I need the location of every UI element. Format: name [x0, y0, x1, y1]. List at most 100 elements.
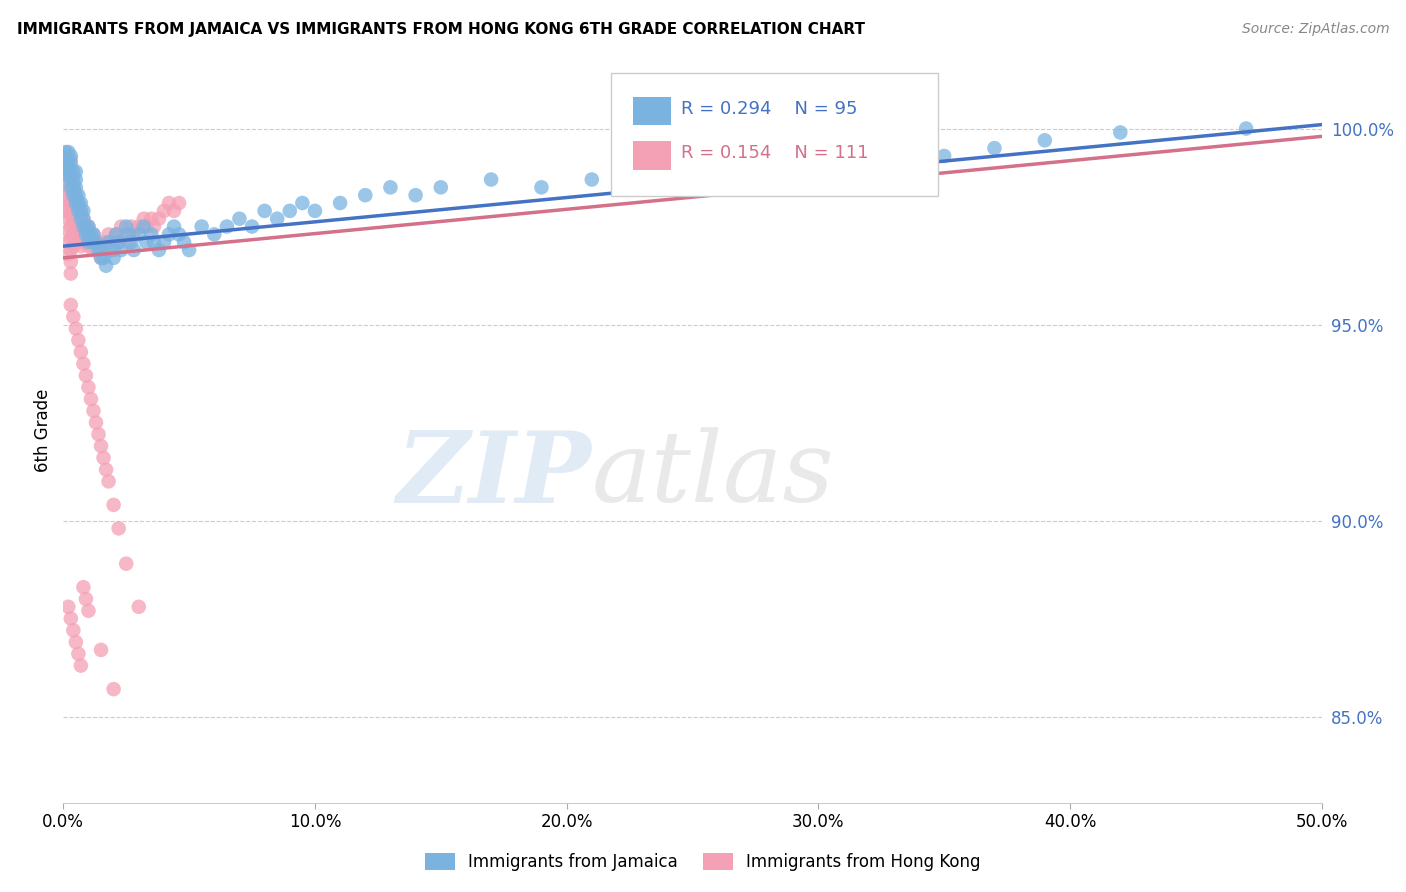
Point	[70, 196, 93, 211]
Point	[94, 243, 117, 257]
Point	[67, 647, 90, 661]
Point	[93, 450, 115, 465]
Point	[67, 196, 90, 211]
Point	[55, 149, 77, 163]
Point	[329, 196, 352, 211]
Point	[75, 368, 97, 383]
Point	[80, 227, 103, 242]
Point	[167, 227, 190, 242]
Point	[59, 298, 82, 312]
Point	[58, 211, 80, 226]
Point	[58, 164, 80, 178]
Point	[65, 172, 87, 186]
Point	[62, 216, 84, 230]
Point	[62, 227, 84, 242]
Point	[55, 153, 77, 167]
Point	[94, 259, 117, 273]
Point	[1109, 126, 1132, 140]
Point	[107, 235, 129, 250]
Point	[72, 203, 94, 218]
Point	[72, 235, 94, 250]
Point	[72, 357, 94, 371]
Point	[90, 439, 112, 453]
Point	[97, 475, 120, 489]
Point	[682, 157, 704, 171]
Point	[82, 243, 104, 257]
Point	[70, 345, 93, 359]
Legend: Immigrants from Jamaica, Immigrants from Hong Kong: Immigrants from Jamaica, Immigrants from…	[416, 845, 990, 880]
Point	[82, 227, 104, 242]
Point	[87, 427, 110, 442]
Point	[59, 164, 82, 178]
Point	[62, 192, 84, 206]
FancyBboxPatch shape	[633, 142, 671, 169]
Point	[70, 203, 93, 218]
Point	[58, 599, 80, 614]
Point	[153, 235, 176, 250]
Point	[100, 243, 122, 257]
Point	[58, 161, 80, 175]
Point	[67, 203, 90, 218]
Text: Source: ZipAtlas.com: Source: ZipAtlas.com	[1241, 22, 1389, 37]
Point	[631, 164, 654, 178]
Point	[77, 227, 100, 242]
Point	[934, 149, 956, 163]
Point	[84, 235, 107, 250]
Point	[782, 157, 804, 171]
Point	[103, 682, 125, 697]
Point	[77, 239, 100, 253]
Point	[67, 188, 90, 202]
Point	[115, 227, 138, 242]
Point	[58, 235, 80, 250]
Point	[93, 235, 115, 250]
Point	[179, 243, 201, 257]
Point	[58, 223, 80, 237]
Point	[110, 219, 132, 234]
Point	[103, 251, 125, 265]
Point	[72, 219, 94, 234]
Point	[75, 219, 97, 234]
Point	[65, 635, 87, 649]
Point	[55, 169, 77, 183]
Point	[94, 462, 117, 476]
Point	[120, 235, 142, 250]
Point	[163, 219, 186, 234]
Point	[97, 227, 120, 242]
Point	[75, 231, 97, 245]
Point	[55, 161, 77, 175]
Point	[62, 172, 84, 186]
Point	[59, 267, 82, 281]
Point	[65, 188, 87, 202]
Point	[59, 231, 82, 245]
Point	[128, 219, 150, 234]
Point	[77, 227, 100, 242]
Point	[62, 239, 84, 253]
Point	[55, 192, 77, 206]
Point	[62, 310, 84, 324]
Point	[72, 211, 94, 226]
Point	[55, 203, 77, 218]
Point	[67, 196, 90, 211]
Point	[128, 227, 150, 242]
Point	[55, 180, 77, 194]
Point	[77, 219, 100, 234]
Point	[163, 203, 186, 218]
Point	[59, 611, 82, 625]
Point	[75, 219, 97, 234]
FancyBboxPatch shape	[633, 96, 671, 125]
Point	[59, 172, 82, 186]
Point	[883, 157, 905, 171]
Point	[59, 184, 82, 198]
Point	[65, 200, 87, 214]
Point	[70, 211, 93, 226]
Point	[80, 235, 103, 250]
Point	[141, 227, 163, 242]
Point	[132, 211, 155, 226]
Point	[70, 216, 93, 230]
Point	[291, 196, 314, 211]
Point	[157, 227, 180, 242]
Point	[65, 235, 87, 250]
Point	[832, 149, 855, 163]
Point	[128, 599, 150, 614]
Point	[65, 196, 87, 211]
